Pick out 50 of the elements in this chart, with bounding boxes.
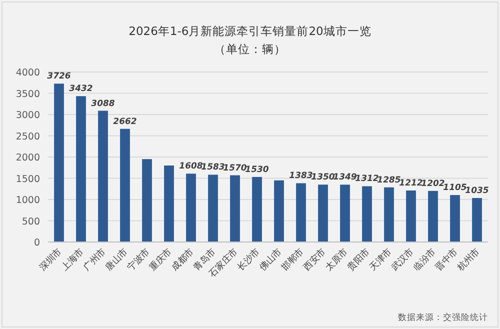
bar <box>318 184 328 242</box>
bar <box>362 186 372 242</box>
data-label: 1105 <box>443 183 467 194</box>
bar <box>164 166 174 242</box>
bar <box>274 180 284 242</box>
y-tick-label: 2500 <box>16 131 40 142</box>
data-label: 1035 <box>465 186 489 196</box>
y-tick-label: 500 <box>22 216 40 228</box>
data-label: 1583 <box>201 162 225 173</box>
x-tick-label: 深圳市 <box>37 246 64 274</box>
data-label: 3726 <box>47 72 71 82</box>
bar <box>76 96 86 242</box>
chart-subtitle: （单位：辆） <box>214 42 286 56</box>
y-tick-label: 3500 <box>16 88 40 100</box>
source-note: 数据来源：交强险统计 <box>398 312 488 323</box>
data-label: 1608 <box>179 162 203 172</box>
bar <box>142 159 152 242</box>
bar <box>340 184 350 242</box>
bar <box>450 195 460 242</box>
data-label: 1570 <box>223 163 247 174</box>
data-label: 1312 <box>355 174 379 184</box>
data-label: 3432 <box>69 84 93 94</box>
bar <box>98 110 108 242</box>
bar <box>120 128 130 242</box>
y-tick-label: 0 <box>34 238 40 248</box>
data-label: 1212 <box>399 178 423 188</box>
y-tick-label: 1000 <box>16 195 40 206</box>
bar <box>54 84 64 242</box>
data-label: 2662 <box>113 116 137 127</box>
y-tick-label: 3000 <box>16 110 40 121</box>
data-label: 3088 <box>91 98 115 109</box>
chart-title: 2026年1-6月新能源牵引车销量前20城市一览 <box>128 24 372 38</box>
bar <box>428 190 438 242</box>
y-tick-label: 4000 <box>16 68 40 78</box>
bar <box>406 190 416 242</box>
data-label: 1383 <box>289 171 313 182</box>
bar <box>384 187 394 242</box>
bar <box>230 175 240 242</box>
bar <box>296 183 306 242</box>
bar <box>472 198 482 242</box>
data-label: 1349 <box>333 172 357 183</box>
data-label: 1530 <box>245 164 269 175</box>
data-label: 1285 <box>377 175 401 186</box>
y-tick-label: 1500 <box>16 174 40 185</box>
y-tick-label: 2000 <box>16 152 40 164</box>
data-label: 1202 <box>421 178 445 189</box>
bar <box>186 174 196 242</box>
bar <box>252 176 262 242</box>
bar <box>208 174 218 242</box>
data-label: 1350 <box>311 172 335 183</box>
